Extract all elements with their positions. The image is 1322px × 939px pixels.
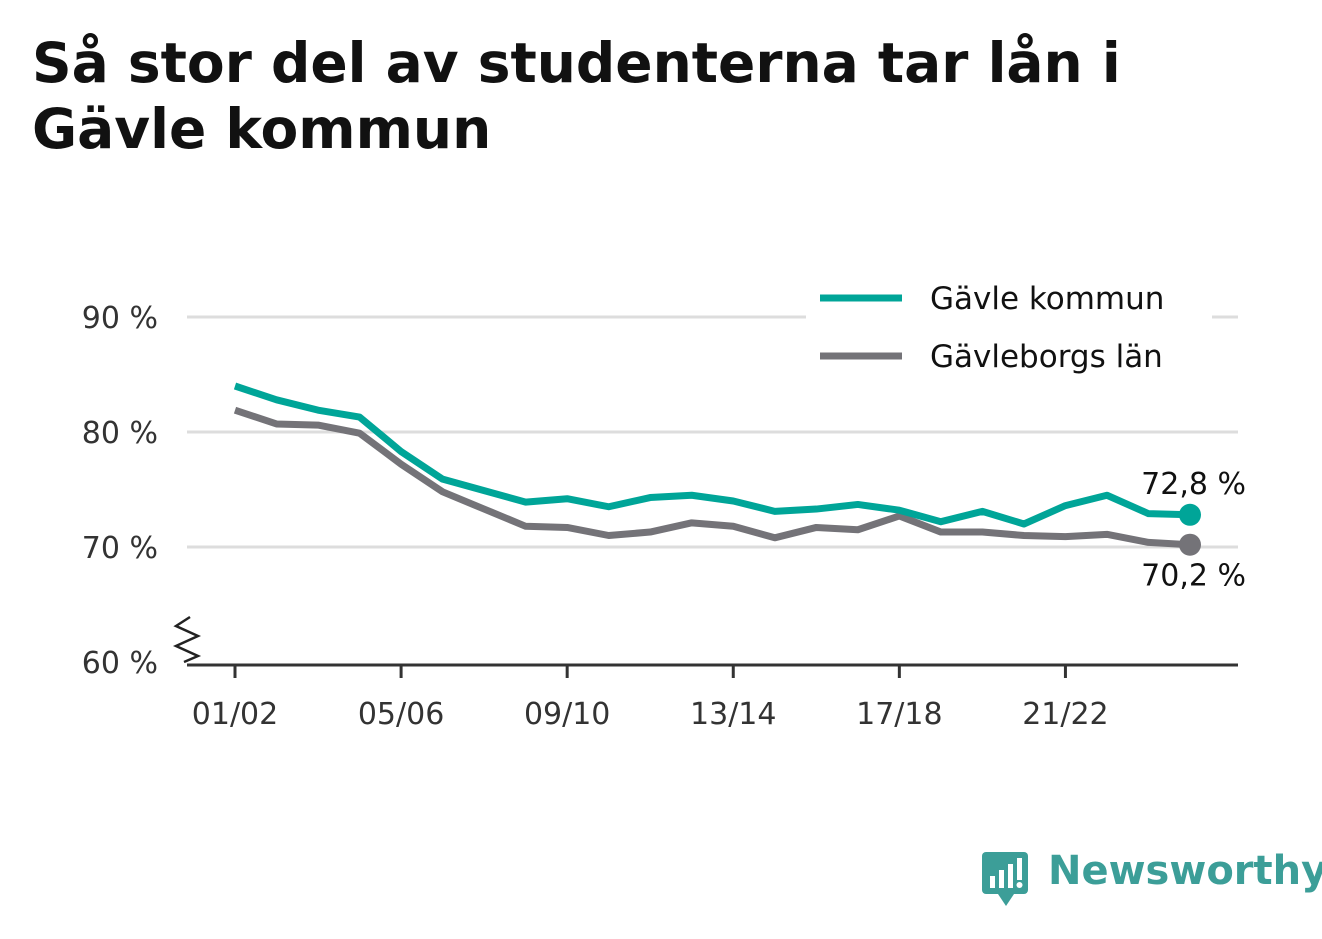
x-tick-label: 09/10 <box>524 697 610 732</box>
y-tick-label: 80 % <box>82 416 158 451</box>
x-tick-label: 05/06 <box>358 697 444 732</box>
y-tick-label: 90 % <box>82 301 158 336</box>
series-end-label: 70,2 % <box>1141 559 1246 594</box>
x-tick-label: 21/22 <box>1022 697 1108 732</box>
legend-background <box>806 272 1212 390</box>
series-line <box>233 382 1191 528</box>
x-tick-label: 01/02 <box>192 697 278 732</box>
brand-name: Newsworthy <box>1048 848 1322 894</box>
x-tick-label: 13/14 <box>690 697 776 732</box>
legend-label: Gävleborgs län <box>930 339 1163 375</box>
series-end-point <box>1179 533 1201 556</box>
chart-title: Så stor del av studenterna tar lån i Gäv… <box>32 31 1121 161</box>
legend-label: Gävle kommun <box>930 281 1164 317</box>
series-end-label: 72,8 % <box>1141 467 1246 502</box>
axis-break-icon <box>172 615 202 664</box>
series-line <box>233 406 1191 549</box>
y-axis-labels: 60 % 70 % 80 % 90 % <box>82 301 158 681</box>
y-tick-label: 70 % <box>82 531 158 566</box>
y-tick-label: 60 % <box>82 646 158 681</box>
x-axis <box>172 615 1238 667</box>
series-lines: 72,8 % 70,2 % <box>233 382 1246 594</box>
series-end-point <box>1179 503 1201 526</box>
newsworthy-logo-icon <box>982 852 1028 906</box>
x-tick-label: 17/18 <box>856 697 942 732</box>
x-axis-labels: 01/02 05/06 09/10 13/14 17/18 21/22 <box>192 666 1109 732</box>
legend: Gävle kommun Gävleborgs län <box>806 272 1212 390</box>
